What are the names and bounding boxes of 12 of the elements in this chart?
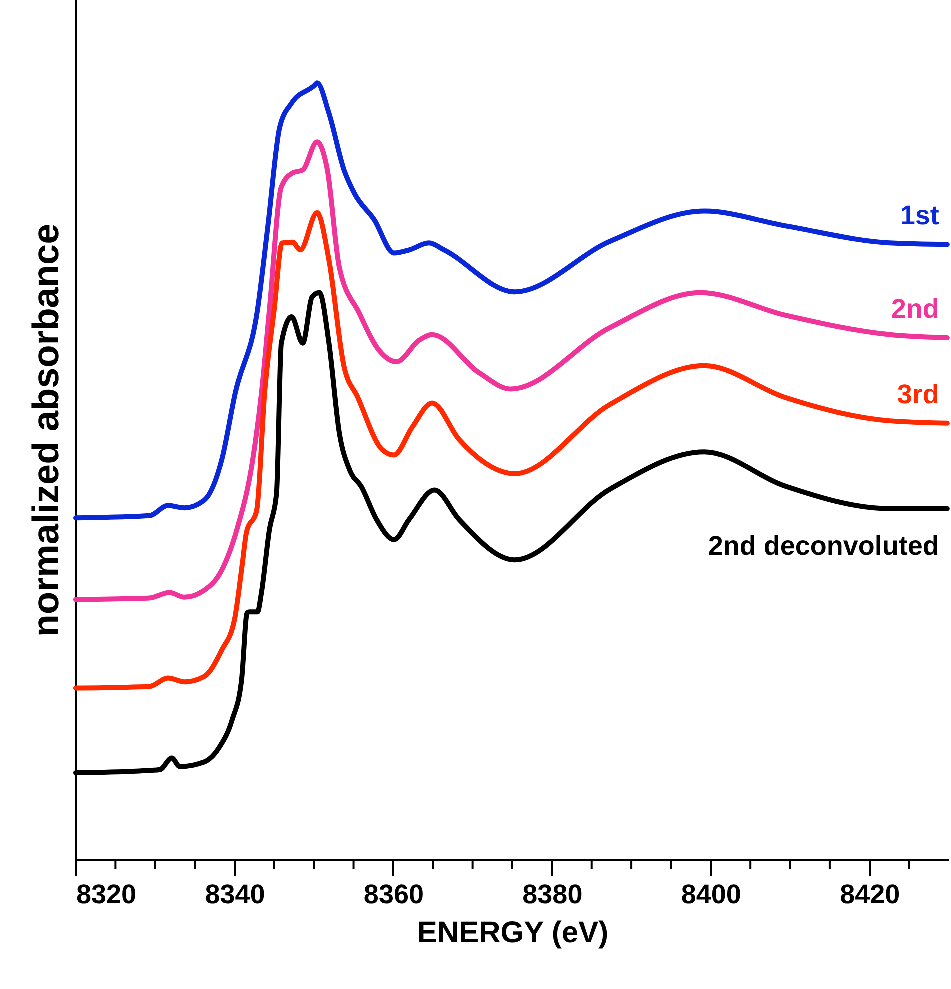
x-tick-label: 8400 — [681, 880, 742, 910]
x-tick-label: 8420 — [840, 880, 900, 910]
x-axis-title: ENERGY (eV) — [417, 916, 609, 950]
x-tick-label: 8340 — [205, 880, 266, 910]
series-label: 2nd — [891, 294, 940, 324]
x-tick-label: 8380 — [522, 880, 583, 910]
x-tick-label: 8360 — [364, 880, 424, 910]
series-label: 3rd — [897, 379, 940, 410]
y-axis-title: normalized absorbance — [26, 224, 66, 638]
series-label: 1st — [900, 200, 940, 231]
x-tick-label: 8320 — [76, 880, 137, 910]
series-label: 2nd deconvoluted — [708, 530, 940, 561]
